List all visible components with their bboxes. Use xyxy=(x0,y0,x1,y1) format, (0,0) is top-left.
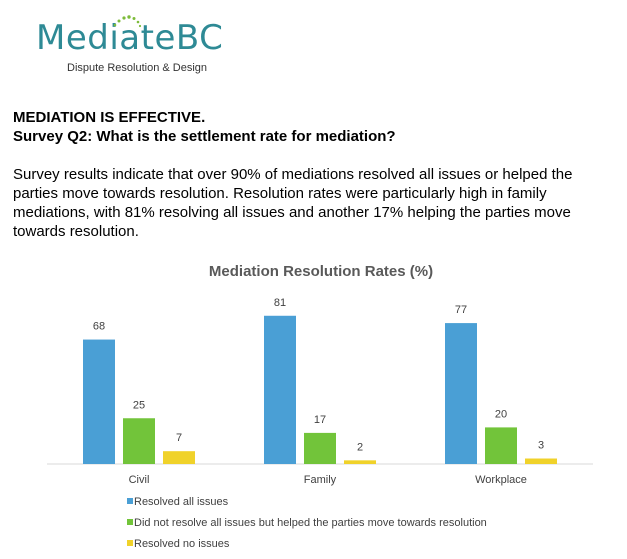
data-label-family-3: 2 xyxy=(357,441,363,453)
summary-paragraph: Survey results indicate that over 90% of… xyxy=(13,166,573,240)
logo-word-c: BC xyxy=(175,18,224,58)
section-heading: MEDIATION IS EFFECTIVE. Survey Q2: What … xyxy=(13,108,396,146)
bar-workplace-1 xyxy=(445,323,477,464)
category-label-family: Family xyxy=(304,474,337,486)
resolution-rates-chart: Mediation Resolution Rates (%) 68 25 7 Civil… xyxy=(47,263,593,550)
legend-swatch-3 xyxy=(127,540,133,546)
data-label-family-1: 81 xyxy=(274,297,286,309)
chart-title: Mediation Resolution Rates (%) xyxy=(209,263,433,280)
data-label-workplace-2: 20 xyxy=(495,408,507,420)
bar-family-2 xyxy=(304,432,336,464)
data-label-workplace-3: 3 xyxy=(538,440,544,452)
data-label-workplace-1: 77 xyxy=(455,304,467,316)
logo-word-b: te xyxy=(140,18,176,58)
bar-family-3 xyxy=(344,460,376,464)
bar-family-1 xyxy=(264,315,296,464)
data-label-civil-1: 68 xyxy=(93,321,105,333)
logo-wordmark: MediateBC xyxy=(36,18,223,58)
logo-tagline: Dispute Resolution & Design xyxy=(67,62,208,74)
legend-swatch-2 xyxy=(127,519,133,525)
logo-word-a: Media xyxy=(36,18,141,58)
legend-label-2: Did not resolve all issues but helped th… xyxy=(134,517,487,529)
legend-label-1: Resolved all issues xyxy=(134,496,229,508)
data-label-civil-2: 25 xyxy=(133,399,145,411)
data-label-civil-3: 7 xyxy=(176,432,182,444)
logo-dots-icon xyxy=(113,15,142,28)
bar-workplace-2 xyxy=(485,427,517,464)
heading-line-2: Survey Q2: What is the settlement rate f… xyxy=(13,128,396,145)
heading-line-1: MEDIATION IS EFFECTIVE. xyxy=(13,109,206,126)
data-label-family-2: 17 xyxy=(314,414,326,426)
category-label-workplace: Workplace xyxy=(475,474,527,486)
mediatebc-logo: MediateBC Dispute Resolution & Design xyxy=(36,14,236,76)
category-label-civil: Civil xyxy=(129,474,150,486)
legend-label-3: Resolved no issues xyxy=(134,538,230,550)
bar-civil-2 xyxy=(123,418,155,464)
legend-swatch-1 xyxy=(127,498,133,504)
bar-workplace-3 xyxy=(525,458,557,464)
bar-civil-3 xyxy=(163,451,195,464)
bar-civil-1 xyxy=(83,339,115,464)
